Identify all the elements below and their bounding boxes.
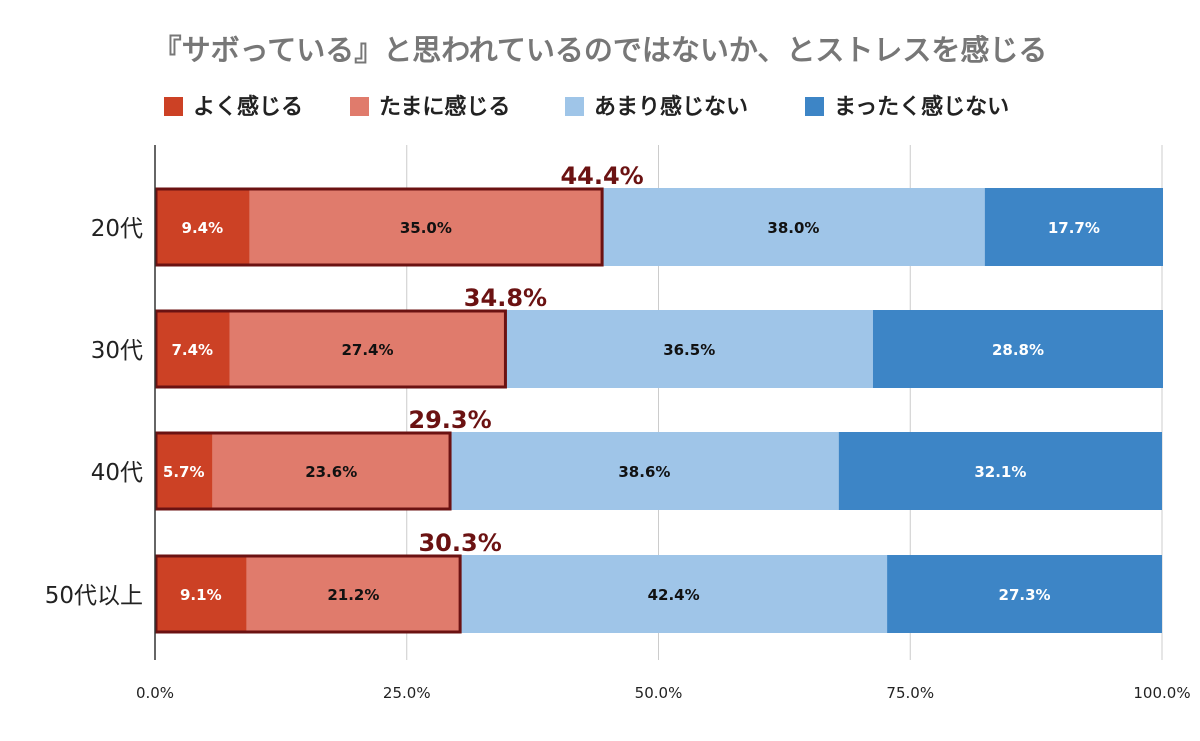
bar-row: 30代 7.4% 27.4% 36.5% 28.8% 34.8%	[91, 284, 1164, 389]
category-label: 40代	[91, 460, 143, 486]
legend-swatch	[565, 97, 584, 116]
bar-segment	[984, 188, 1164, 266]
value-label: 27.4%	[341, 341, 393, 359]
value-label: 21.2%	[327, 586, 379, 604]
category-label: 30代	[91, 338, 143, 364]
bar-row: 50代以上 9.1% 21.2% 42.4% 27.3% 30.3%	[45, 529, 1162, 634]
value-label: 9.4%	[182, 219, 224, 237]
legend-label: たまに感じる	[379, 94, 510, 120]
highlight-total-label: 34.8%	[464, 284, 547, 312]
bar-segment	[155, 432, 213, 510]
highlight-outline	[154, 431, 452, 511]
legend: よく感じる たまに感じる あまり感じない まったく感じない	[164, 94, 1009, 120]
bar-segment	[602, 188, 985, 266]
value-label: 23.6%	[305, 463, 357, 481]
chart-title: 『サボっている』と思われているのではないか、とストレスを感じる	[153, 33, 1048, 67]
value-label: 17.7%	[1048, 219, 1100, 237]
x-tick-label: 25.0%	[383, 684, 431, 702]
x-tick-label: 50.0%	[635, 684, 683, 702]
bar-segment	[155, 555, 247, 633]
x-tick-label: 75.0%	[886, 684, 934, 702]
value-label: 36.5%	[663, 341, 715, 359]
value-label: 38.0%	[767, 219, 819, 237]
value-label: 42.4%	[648, 586, 700, 604]
value-label: 9.1%	[180, 586, 222, 604]
legend-item: よく感じる	[164, 94, 303, 120]
bars: 20代 9.4% 35.0% 38.0% 17.7%44.4%30代 7.4% 27.4% 3…	[45, 162, 1164, 634]
highlight-total-label: 30.3%	[418, 529, 501, 557]
highlight-outline	[154, 187, 604, 267]
value-label: 5.7%	[163, 463, 205, 481]
x-axis: 0.0% 25.0% 50.0% 75.0% 100.0%	[136, 145, 1191, 702]
bar-segment	[249, 188, 603, 266]
highlight-total-label: 29.3%	[408, 406, 491, 434]
x-tick-label: 0.0%	[136, 684, 174, 702]
legend-label: まったく感じない	[834, 94, 1009, 120]
value-label: 28.8%	[992, 341, 1044, 359]
bar-segment	[155, 188, 250, 266]
category-label: 50代以上	[45, 583, 143, 609]
bar-segment	[838, 432, 1162, 510]
legend-label: あまり感じない	[594, 94, 748, 120]
value-label: 32.1%	[974, 463, 1026, 481]
legend-item: あまり感じない	[565, 94, 748, 120]
highlight-total-label: 44.4%	[560, 162, 643, 190]
bar-segment	[505, 310, 873, 388]
legend-swatch	[805, 97, 824, 116]
bar-segment	[246, 555, 461, 633]
bar-segment	[460, 555, 888, 633]
bar-segment	[229, 310, 506, 388]
highlight-outline	[154, 309, 507, 389]
highlight-outline	[154, 554, 462, 634]
category-label: 20代	[91, 216, 143, 242]
legend-item: まったく感じない	[805, 94, 1009, 120]
value-label: 38.6%	[618, 463, 670, 481]
legend-swatch	[164, 97, 183, 116]
bar-segment	[887, 555, 1162, 633]
bar-segment	[212, 432, 451, 510]
legend-item: たまに感じる	[350, 94, 510, 120]
bar-segment	[872, 310, 1164, 388]
bar-segment	[155, 310, 230, 388]
bar-row: 20代 9.4% 35.0% 38.0% 17.7% 44.4%	[91, 162, 1164, 267]
value-label: 7.4%	[171, 341, 213, 359]
value-label: 35.0%	[400, 219, 452, 237]
bar-row: 40代 5.7% 23.6% 38.6% 32.1% 29.3%	[91, 406, 1162, 511]
legend-swatch	[350, 97, 369, 116]
bar-segment	[450, 432, 839, 510]
value-label: 27.3%	[999, 586, 1051, 604]
legend-label: よく感じる	[193, 94, 303, 120]
x-tick-label: 100.0%	[1133, 684, 1190, 702]
